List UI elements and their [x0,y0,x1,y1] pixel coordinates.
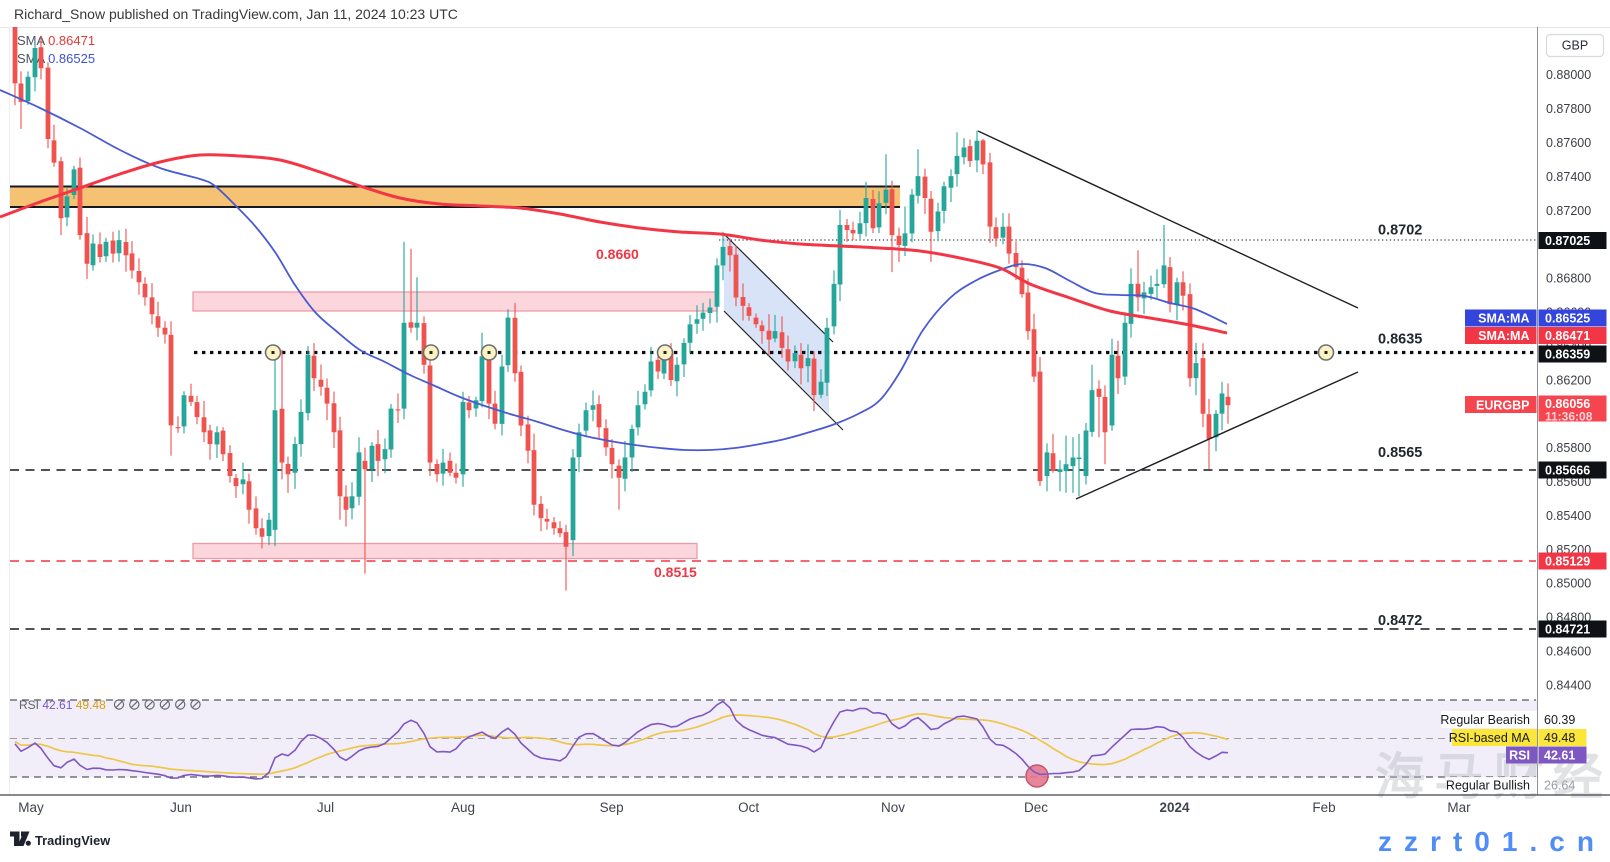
svg-text:0.87025: 0.87025 [1545,234,1590,248]
svg-text:0.8635: 0.8635 [1378,332,1422,348]
svg-text:SMA:MA: SMA:MA [1478,329,1529,343]
svg-text:GBP: GBP [1562,39,1588,53]
svg-text:0.85400: 0.85400 [1546,509,1591,523]
svg-text:0.8660: 0.8660 [596,246,639,262]
svg-text:RSI: RSI [1509,749,1530,763]
svg-text:11:36:08: 11:36:08 [1545,410,1593,424]
svg-text:Richard_Snow published on Trad: Richard_Snow published on TradingView.co… [14,6,458,22]
svg-text:0.8515: 0.8515 [654,564,697,580]
svg-text:Oct: Oct [738,800,759,815]
svg-text:Feb: Feb [1312,800,1335,815]
svg-text:RSI 42.61 49.48: RSI 42.61 49.48 [19,698,106,712]
svg-text:0.84400: 0.84400 [1546,678,1591,692]
svg-text:0.87600: 0.87600 [1546,136,1591,150]
svg-text:Sep: Sep [600,800,624,815]
svg-text:0.85800: 0.85800 [1546,441,1591,455]
svg-text:Regular Bearish: Regular Bearish [1440,713,1530,727]
svg-text:0.8565: 0.8565 [1378,445,1422,461]
svg-text:SMA 0.86471: SMA 0.86471 [17,33,95,48]
svg-text:0.87400: 0.87400 [1546,170,1591,184]
svg-text:0.84721: 0.84721 [1545,622,1590,636]
svg-text:zzrt01.cn: zzrt01.cn [1378,826,1594,857]
svg-text:0.85129: 0.85129 [1545,554,1590,568]
svg-text:42.61: 42.61 [1544,749,1575,763]
svg-text:0.86800: 0.86800 [1546,272,1591,286]
svg-text:0.86200: 0.86200 [1546,373,1591,387]
svg-text:0.87200: 0.87200 [1546,204,1591,218]
svg-text:0.85000: 0.85000 [1546,577,1591,591]
svg-text:Mar: Mar [1447,800,1471,815]
svg-text:0.86056: 0.86056 [1545,397,1590,411]
svg-text:60.39: 60.39 [1544,713,1575,727]
svg-text:SMA:MA: SMA:MA [1478,311,1529,325]
svg-text:Nov: Nov [881,800,905,815]
svg-text:0.8702: 0.8702 [1378,223,1422,239]
svg-text:0.88000: 0.88000 [1546,68,1591,82]
svg-text:49.48: 49.48 [1544,731,1575,745]
svg-text:0.87800: 0.87800 [1546,102,1591,116]
svg-text:SMA 0.86525: SMA 0.86525 [17,51,95,66]
svg-text:0.85666: 0.85666 [1545,463,1590,477]
svg-text:26.64: 26.64 [1544,779,1575,793]
svg-text:0.8472: 0.8472 [1378,613,1422,629]
svg-text:EURGBP: EURGBP [1476,398,1529,412]
svg-text:RSI-based MA: RSI-based MA [1449,731,1531,745]
svg-text:Jul: Jul [317,800,334,815]
svg-text:Dec: Dec [1024,800,1048,815]
svg-text:TradingView: TradingView [35,833,110,848]
svg-text:0.84600: 0.84600 [1546,645,1591,659]
svg-text:0.86525: 0.86525 [1545,311,1590,325]
svg-text:0.86359: 0.86359 [1545,347,1590,361]
svg-text:Jun: Jun [170,800,192,815]
svg-text:Regular Bullish: Regular Bullish [1446,779,1530,793]
svg-text:Aug: Aug [451,800,475,815]
svg-text:May: May [18,800,44,815]
svg-text:2024: 2024 [1159,800,1190,815]
svg-text:0.86471: 0.86471 [1545,329,1590,343]
